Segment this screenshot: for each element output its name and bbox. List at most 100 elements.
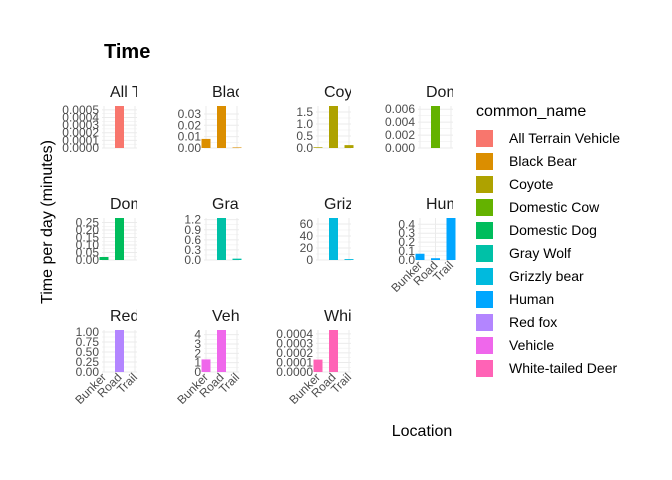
y-tick-label: 0.0003 (62, 118, 99, 132)
legend-swatch (476, 153, 493, 170)
legend-entry-label: Gray Wolf (509, 245, 571, 261)
legend-swatch (476, 222, 493, 239)
bar (415, 253, 425, 260)
facet-strip-label: Domestic Cow (426, 84, 530, 101)
y-tick-label: 40 (300, 229, 314, 243)
y-tick-label: 0 (306, 253, 313, 267)
facet-panel: Domestic Dog 0.000.050.100.150.200.25 (76, 196, 210, 267)
y-tick-label: 0.03 (178, 107, 202, 121)
bar (446, 218, 456, 260)
facet-strip-label: Human (426, 196, 478, 213)
legend-entry-label: White-tailed Deer (509, 360, 617, 376)
bar (232, 258, 242, 260)
y-tick-label: 0.5 (296, 129, 313, 143)
facet-panels: All Terrain Vehicle0.00000.00010.00020.0… (62, 84, 530, 407)
bar (329, 330, 338, 372)
bar (217, 218, 226, 260)
y-tick-label: 0.0000 (276, 365, 313, 379)
bar (329, 218, 338, 260)
bar (313, 359, 323, 372)
bar (115, 330, 124, 372)
facet-panel: Coyote 0.00.51.01.5 (296, 84, 375, 155)
legend-title: common_name (476, 103, 586, 120)
y-tick-label: 0.002 (385, 128, 415, 142)
y-tick-label: 0.9 (184, 223, 201, 237)
y-tick-label: 0.10 (76, 238, 100, 252)
y-tick-label: 0.3 (398, 226, 415, 240)
bar (344, 259, 354, 260)
y-tick-label: 0.0002 (62, 126, 99, 140)
y-tick-label: 0.25 (76, 216, 100, 230)
bar (344, 145, 354, 148)
facet-panel: White-tailed Deer0.00000.00010.00020.000… (276, 308, 448, 407)
legend-swatch (476, 360, 493, 377)
y-tick-label: 0.0002 (276, 346, 313, 360)
y-tick-label: 0.0003 (276, 336, 313, 350)
y-tick-label: 1.2 (184, 213, 201, 227)
y-tick-label: 0.2 (398, 235, 415, 249)
legend-swatch (476, 199, 493, 216)
legend-entry-label: Human (509, 291, 554, 307)
y-tick-label: 1 (194, 356, 201, 370)
y-tick-label: 0.0 (398, 253, 415, 267)
bar (201, 138, 211, 148)
legend-entry-label: Black Bear (509, 153, 577, 169)
y-tick-label: 0.02 (178, 118, 202, 132)
chart-title: Time (104, 41, 150, 63)
y-tick-label: 0.004 (385, 115, 415, 129)
y-tick-label: 20 (300, 241, 314, 255)
y-tick-label: 0.0005 (62, 103, 99, 117)
y-tick-label: 3 (194, 337, 201, 351)
y-tick-label: 0.05 (76, 246, 100, 260)
y-tick-label: 1.00 (76, 325, 100, 339)
legend-entry-label: Red fox (509, 314, 557, 330)
legend: common_name All Terrain Vehicle Black Bea… (476, 103, 620, 377)
legend-entry-label: Domestic Dog (509, 222, 597, 238)
y-tick-label: 2 (194, 346, 201, 360)
legend-swatch (476, 245, 493, 262)
y-tick-label: 0.4 (398, 217, 415, 231)
legend-entry-label: Domestic Cow (509, 199, 600, 215)
y-tick-label: 0.0004 (276, 327, 313, 341)
facet-panel: Red fox0.000.250.500.751.00BunkerRoadTra… (72, 308, 140, 407)
legend-swatch (476, 268, 493, 285)
bar (115, 106, 124, 148)
y-tick-label: 0.00 (178, 141, 202, 155)
x-axis-label: Location (392, 423, 453, 440)
facet-strip-label: Vehicle (212, 308, 264, 325)
bar (217, 106, 226, 148)
facet-panel: Gray Wolf 0.00.30.60.91.2 (184, 196, 283, 267)
y-tick-label: 0.6 (184, 233, 201, 247)
facet-strip-label: Gray Wolf (212, 196, 283, 213)
y-axis-label: Time per day (minutes) (39, 140, 56, 304)
legend-swatch (476, 314, 493, 331)
y-tick-label: 0.75 (76, 335, 100, 349)
facet-strip-label: Domestic Dog (110, 196, 210, 213)
y-tick-label: 0.006 (385, 102, 415, 116)
bar (99, 257, 109, 260)
bar (329, 106, 338, 148)
y-tick-label: 60 (300, 217, 314, 231)
y-tick-label: 4 (194, 328, 201, 342)
facet-strip-label: Grizzly bear (324, 196, 410, 213)
y-tick-label: 0.01 (178, 130, 202, 144)
legend-swatch (476, 337, 493, 354)
bar (431, 106, 440, 148)
facet-strip-label: Coyote (324, 84, 375, 101)
facet-strip-label: All Terrain Vehicle (110, 84, 237, 101)
y-tick-label: 0.0 (184, 253, 201, 267)
bar (201, 359, 211, 372)
legend-swatch (476, 130, 493, 147)
y-tick-label: 0.00 (76, 365, 100, 379)
y-tick-label: 0.0 (296, 141, 313, 155)
facet-strip-label: White-tailed Deer (324, 308, 448, 325)
y-tick-label: 1.0 (296, 117, 313, 131)
y-tick-label: 0 (194, 365, 201, 379)
y-tick-label: 1.5 (296, 105, 313, 119)
facet-panel: All Terrain Vehicle0.00000.00010.00020.0… (62, 84, 237, 155)
legend-entry-label: Vehicle (509, 337, 554, 353)
